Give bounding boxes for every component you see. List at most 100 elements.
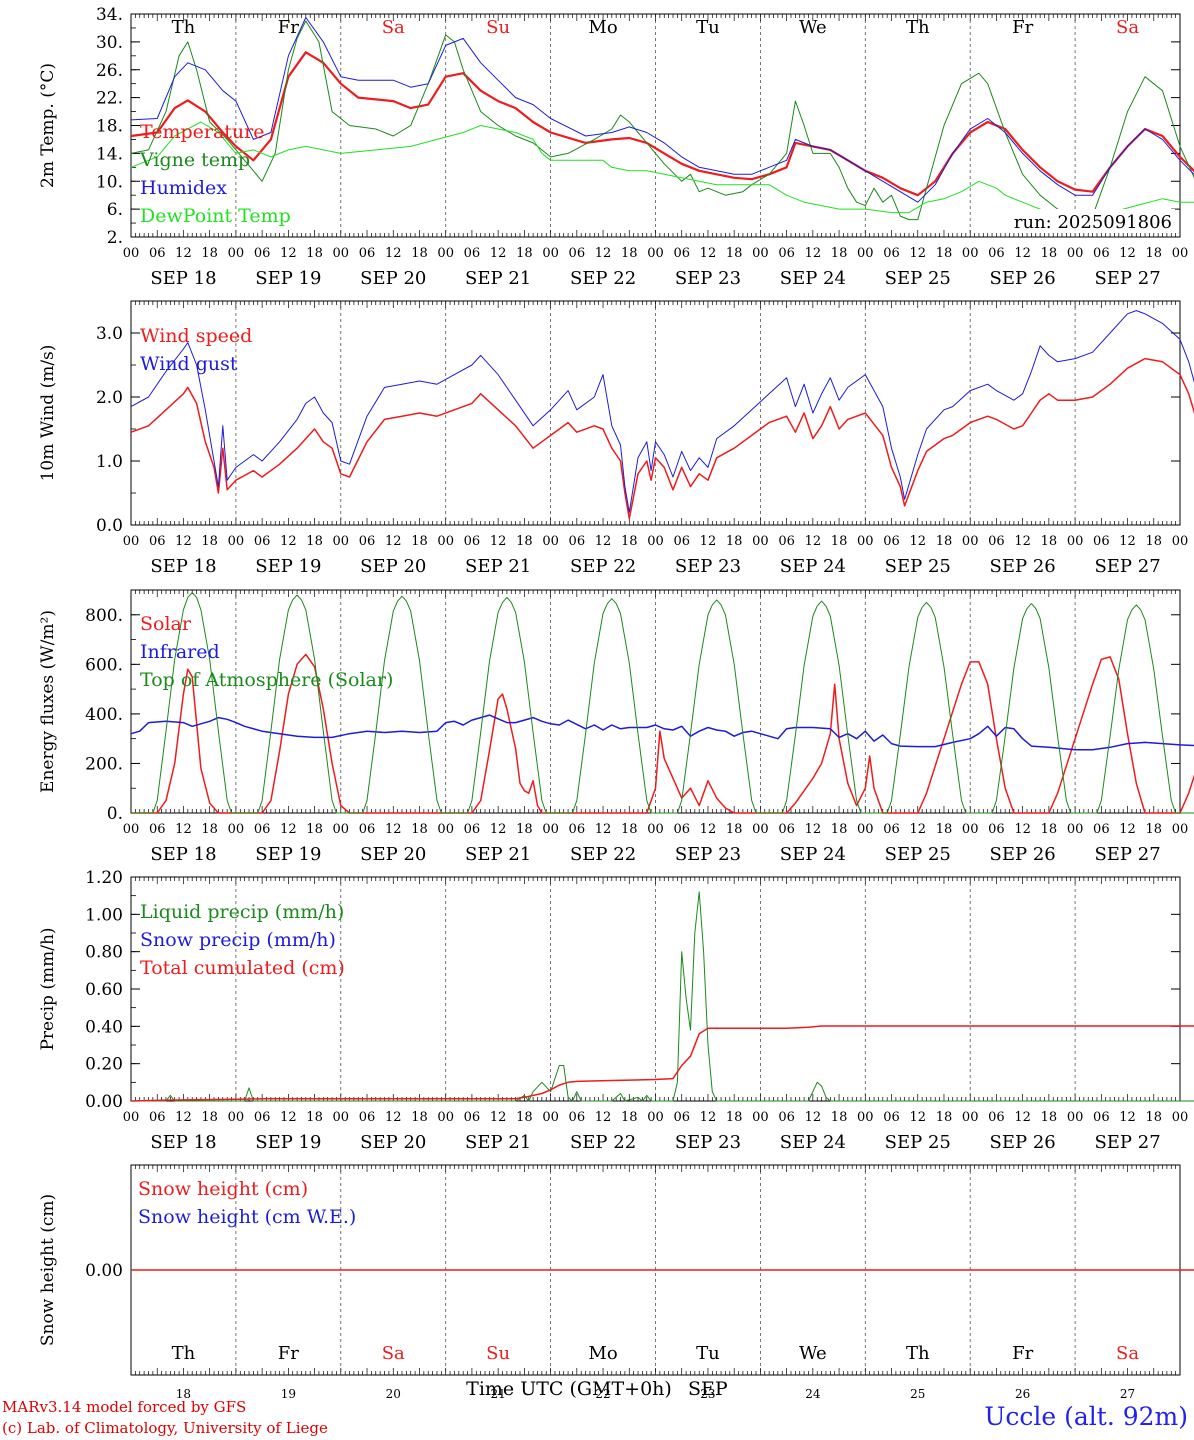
x-hour-label: 06 xyxy=(359,1110,376,1125)
x-date-label: SEP 24 xyxy=(780,1132,846,1153)
x-hour-label: 00 xyxy=(857,246,874,261)
weekday-label: We xyxy=(799,17,827,38)
x-hour-label: 12 xyxy=(700,1110,717,1125)
x-hour-label: 00 xyxy=(542,1110,559,1125)
y-tick-label: 1.0 xyxy=(96,452,123,472)
x-hour-label: 00 xyxy=(1067,534,1084,549)
x-hour-label: 12 xyxy=(280,246,297,261)
x-date-label: SEP 19 xyxy=(255,268,321,289)
legend-entry: Vigne temp xyxy=(139,149,250,171)
weekday-label: Fr xyxy=(278,17,299,38)
x-hour-label: 12 xyxy=(595,534,612,549)
x-date-label: SEP 26 xyxy=(990,556,1056,577)
x-hour-label: 18 xyxy=(1146,246,1163,261)
x-hour-label: 06 xyxy=(464,246,481,261)
x-hour-label: 18 xyxy=(201,1110,218,1125)
x-date-label: SEP 18 xyxy=(150,268,216,289)
x-hour-label: 00 xyxy=(752,246,769,261)
y-tick-label: 0.80 xyxy=(85,943,123,963)
x-date-label: SEP 27 xyxy=(1094,268,1160,289)
weekday-label: Sa xyxy=(382,1343,405,1364)
x-hour-label: 00 xyxy=(437,822,454,837)
x-hour-label: 00 xyxy=(333,822,350,837)
x-date-label: SEP 27 xyxy=(1094,556,1160,577)
x-hour-label: 06 xyxy=(254,1110,271,1125)
x-date-label: SEP 27 xyxy=(1094,1132,1160,1153)
x-hour-label: 18 xyxy=(936,822,953,837)
x-hour-label: 12 xyxy=(805,534,822,549)
x-hour-label: 18 xyxy=(1146,1110,1163,1125)
x-hour-label: 00 xyxy=(647,534,664,549)
x-hour-label: 12 xyxy=(490,534,507,549)
x-hour-label: 06 xyxy=(988,1110,1005,1125)
x-axis-title: Time UTC (GMT+0h) xyxy=(466,1378,672,1398)
x-hour-label: 18 xyxy=(516,822,533,837)
x-hour-label: 12 xyxy=(490,822,507,837)
x-hour-label: 00 xyxy=(1067,1110,1084,1125)
x-axis-unit: SEP xyxy=(688,1378,728,1398)
x-hour-label: 00 xyxy=(647,1110,664,1125)
y-tick-label: 0.0 xyxy=(96,516,123,536)
x-hour-label: 12 xyxy=(909,534,926,549)
x-hour-label: 12 xyxy=(805,246,822,261)
x-day-number: 26 xyxy=(1015,1387,1030,1398)
x-hour-label: 18 xyxy=(1041,1110,1058,1125)
x-hour-label: 00 xyxy=(1067,822,1084,837)
x-hour-label: 18 xyxy=(726,246,743,261)
x-date-label: SEP 18 xyxy=(150,556,216,577)
y-tick-label: 200. xyxy=(85,754,123,774)
x-hour-label: 06 xyxy=(569,822,586,837)
weekday-label: Tu xyxy=(696,1343,720,1364)
x-hour-label: 12 xyxy=(280,1110,297,1125)
x-hour-label: 18 xyxy=(621,1110,638,1125)
x-hour-label: 00 xyxy=(542,246,559,261)
y-tick-label: 10. xyxy=(96,172,123,192)
liquid-precip-mm-h-series xyxy=(131,891,1194,1102)
x-hour-label: 18 xyxy=(201,246,218,261)
x-hour-label: 18 xyxy=(1041,246,1058,261)
legend-entry: Wind speed xyxy=(140,325,252,347)
weekday-label: Sa xyxy=(1116,17,1139,38)
x-hour-label: 12 xyxy=(595,1110,612,1125)
x-date-label: SEP 18 xyxy=(150,844,216,865)
snow-y-axis-label: Snow height (cm) xyxy=(38,1194,58,1346)
x-hour-label: 12 xyxy=(909,246,926,261)
y-tick-label: 34. xyxy=(96,5,123,25)
x-hour-label: 00 xyxy=(962,822,979,837)
x-hour-label: 06 xyxy=(464,534,481,549)
x-hour-label: 12 xyxy=(595,246,612,261)
y-tick-label: 1.20 xyxy=(85,868,123,888)
run-label: run: 2025091806 xyxy=(1014,212,1172,233)
x-date-label: SEP 23 xyxy=(675,268,741,289)
x-hour-label: 06 xyxy=(359,246,376,261)
x-hour-label: 00 xyxy=(228,822,245,837)
x-hour-label: 00 xyxy=(1172,822,1189,837)
weekday-label: We xyxy=(799,1343,827,1364)
weekday-label: Th xyxy=(172,17,196,38)
x-hour-label: 00 xyxy=(542,822,559,837)
x-hour-label: 00 xyxy=(228,534,245,549)
x-hour-label: 00 xyxy=(333,1110,350,1125)
x-hour-label: 06 xyxy=(673,1110,690,1125)
x-day-number: 24 xyxy=(805,1387,821,1398)
legend-entry: Total cumulated (cm) xyxy=(140,957,345,979)
x-date-label: SEP 26 xyxy=(990,844,1056,865)
x-hour-label: 00 xyxy=(752,1110,769,1125)
x-hour-label: 12 xyxy=(1014,822,1031,837)
x-day-number: 23 xyxy=(700,1387,715,1398)
x-date-label: SEP 24 xyxy=(780,556,846,577)
x-hour-label: 12 xyxy=(490,246,507,261)
x-hour-label: 06 xyxy=(569,1110,586,1125)
infrared-series xyxy=(130,714,1194,751)
x-hour-label: 18 xyxy=(516,246,533,261)
y-tick-label: 2.0 xyxy=(96,388,123,408)
weekday-label: Th xyxy=(906,17,930,38)
x-date-label: SEP 26 xyxy=(990,268,1056,289)
x-hour-label: 00 xyxy=(1172,1110,1189,1125)
x-date-label: SEP 22 xyxy=(570,268,636,289)
x-hour-label: 06 xyxy=(149,534,166,549)
x-hour-label: 06 xyxy=(883,1110,900,1125)
x-hour-label: 06 xyxy=(149,246,166,261)
x-hour-label: 18 xyxy=(726,1110,743,1125)
x-hour-label: 18 xyxy=(936,534,953,549)
